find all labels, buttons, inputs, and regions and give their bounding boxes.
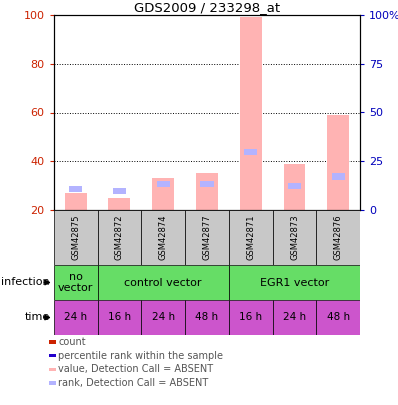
Bar <box>152 178 174 210</box>
Bar <box>196 173 218 210</box>
Text: 24 h: 24 h <box>64 313 87 322</box>
Bar <box>273 210 316 265</box>
Bar <box>54 265 98 300</box>
Text: 48 h: 48 h <box>195 313 219 322</box>
Bar <box>229 265 360 300</box>
Bar <box>49 340 57 343</box>
Text: GSM42875: GSM42875 <box>71 215 80 260</box>
Bar <box>54 210 98 265</box>
Bar <box>49 354 57 357</box>
Title: GDS2009 / 233298_at: GDS2009 / 233298_at <box>134 1 280 14</box>
Text: rank, Detection Call = ABSENT: rank, Detection Call = ABSENT <box>59 378 209 388</box>
Text: 16 h: 16 h <box>239 313 262 322</box>
Bar <box>49 368 57 371</box>
Bar <box>244 149 257 155</box>
Text: 24 h: 24 h <box>283 313 306 322</box>
Bar <box>288 183 301 189</box>
Bar <box>98 265 229 300</box>
Bar <box>65 193 87 210</box>
Bar <box>200 181 213 187</box>
Bar <box>49 382 57 385</box>
Text: count: count <box>59 337 86 347</box>
Bar <box>98 210 141 265</box>
Bar <box>283 164 305 210</box>
Bar <box>332 173 345 179</box>
Text: GSM42872: GSM42872 <box>115 215 124 260</box>
Bar <box>240 17 261 210</box>
Bar <box>113 188 126 194</box>
Text: infection: infection <box>1 277 50 288</box>
Text: control vector: control vector <box>125 277 202 288</box>
Text: value, Detection Call = ABSENT: value, Detection Call = ABSENT <box>59 364 213 374</box>
Bar <box>327 115 349 210</box>
Bar <box>316 210 360 265</box>
Bar <box>108 198 131 210</box>
Text: GSM42873: GSM42873 <box>290 215 299 260</box>
Bar <box>69 185 82 192</box>
Bar <box>141 210 185 265</box>
Text: GSM42874: GSM42874 <box>159 215 168 260</box>
Text: 24 h: 24 h <box>152 313 175 322</box>
Text: GSM42876: GSM42876 <box>334 215 343 260</box>
Bar <box>54 300 98 335</box>
Text: GSM42877: GSM42877 <box>203 215 211 260</box>
Bar <box>141 300 185 335</box>
Text: 16 h: 16 h <box>108 313 131 322</box>
Bar <box>98 300 141 335</box>
Bar <box>185 300 229 335</box>
Text: EGR1 vector: EGR1 vector <box>260 277 329 288</box>
Text: no
vector: no vector <box>58 272 93 293</box>
Text: time: time <box>25 313 50 322</box>
Text: GSM42871: GSM42871 <box>246 215 255 260</box>
Bar <box>185 210 229 265</box>
Text: percentile rank within the sample: percentile rank within the sample <box>59 351 223 360</box>
Bar <box>229 300 273 335</box>
Bar <box>157 181 170 187</box>
Bar <box>273 300 316 335</box>
Text: 48 h: 48 h <box>327 313 350 322</box>
Bar <box>229 210 273 265</box>
Bar <box>316 300 360 335</box>
